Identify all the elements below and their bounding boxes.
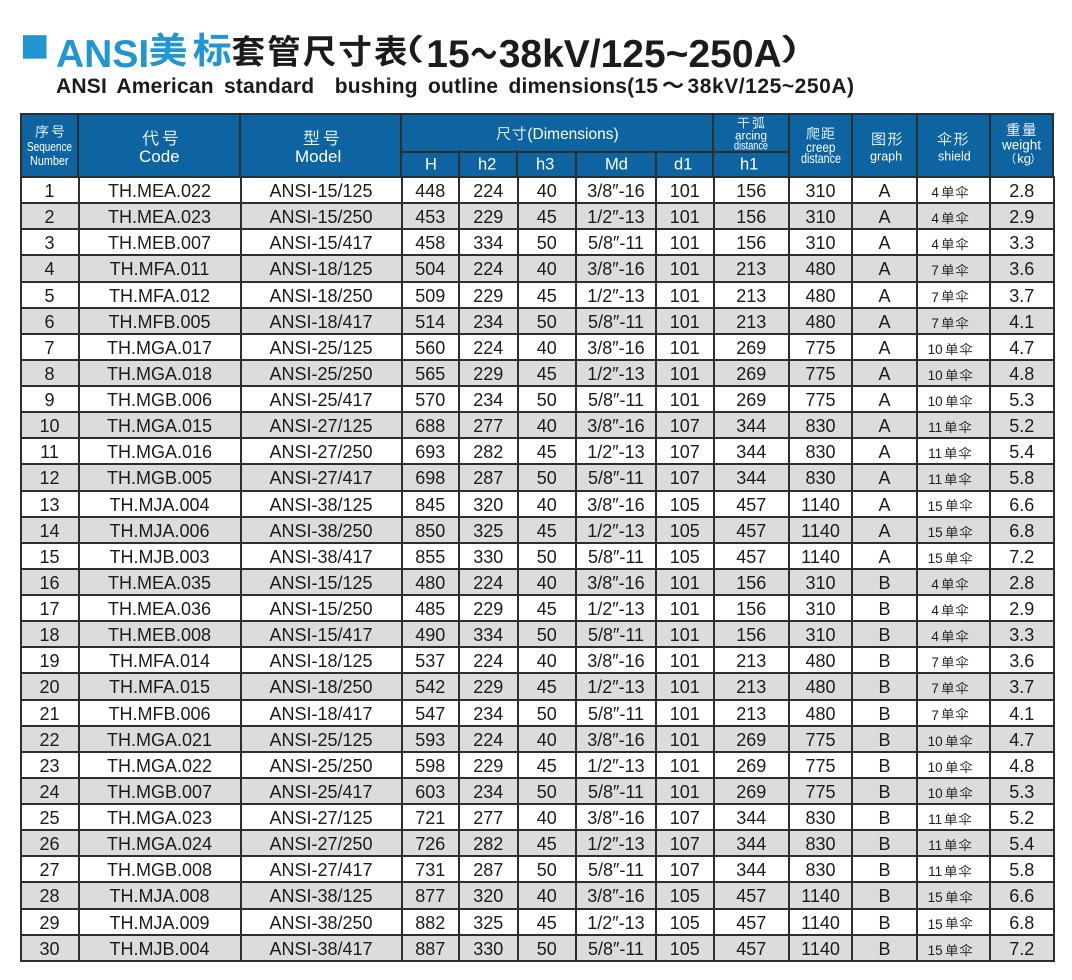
svg-text:ANSI American standard bushin: ANSI American standard bushing outline d…	[56, 75, 658, 98]
svg-text:kg: kg	[1017, 151, 1031, 166]
svg-text:Sequence: Sequence	[27, 139, 72, 154]
svg-text:arcing: arcing	[735, 131, 767, 143]
svg-text:distance: distance	[734, 141, 768, 153]
svg-text:38kV/125~250A): 38kV/125~250A)	[688, 75, 855, 98]
svg-text:d1: d1	[674, 155, 692, 173]
svg-text:Code: Code	[139, 147, 180, 166]
svg-text:weight: weight	[1001, 138, 1041, 153]
svg-text:H: H	[425, 155, 437, 173]
svg-text:Number: Number	[30, 153, 69, 168]
svg-text:creep: creep	[806, 138, 836, 154]
svg-text:h1: h1	[740, 155, 758, 173]
svg-text:38kV/125~250A: 38kV/125~250A	[499, 33, 782, 76]
svg-text:Model: Model	[295, 147, 341, 166]
svg-text:ANSI: ANSI	[56, 33, 149, 76]
svg-text:distance: distance	[801, 150, 841, 166]
svg-text:Md: Md	[605, 155, 628, 173]
svg-text:15: 15	[426, 33, 469, 76]
svg-text:(Dimensions): (Dimensions)	[527, 126, 618, 143]
svg-text:h3: h3	[536, 155, 554, 173]
svg-text:h2: h2	[478, 155, 496, 173]
svg-text:graph: graph	[870, 149, 902, 163]
svg-text:shield: shield	[938, 149, 971, 163]
